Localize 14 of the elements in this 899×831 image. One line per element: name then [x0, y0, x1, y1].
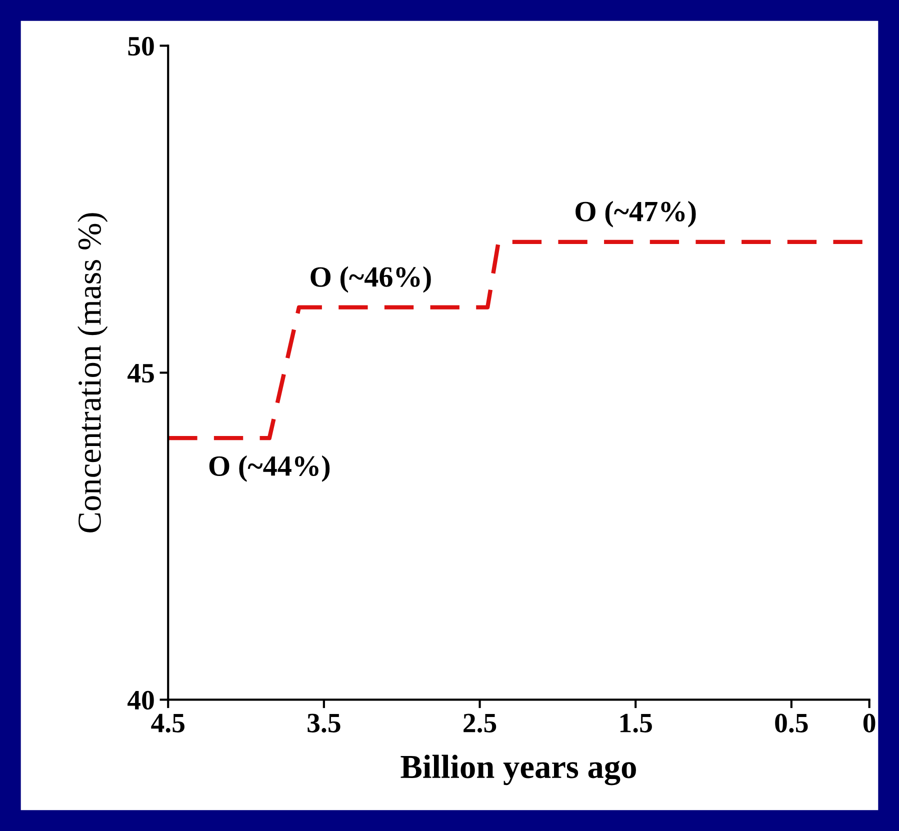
y-tick-label: 40: [128, 690, 154, 710]
annotation: O (~44%): [209, 455, 330, 482]
x-axis-title: Billion years ago: [400, 754, 636, 786]
y-tick-label: 50: [128, 36, 154, 56]
x-tick-label: 3.5: [308, 714, 340, 733]
y-tick-label: 45: [128, 364, 154, 383]
x-tick-label: 4.5: [151, 714, 184, 733]
x-tick-label: 0: [863, 714, 876, 732]
x-tick-label: 2.5: [464, 714, 496, 733]
annotation: O (~46%): [310, 266, 431, 293]
annotation: O (~47%): [576, 200, 696, 228]
y-axis-title: Concentration (mass %): [77, 213, 108, 532]
x-tick-label: 0.5: [775, 714, 808, 733]
x-tick-label: 1.5: [620, 714, 652, 733]
